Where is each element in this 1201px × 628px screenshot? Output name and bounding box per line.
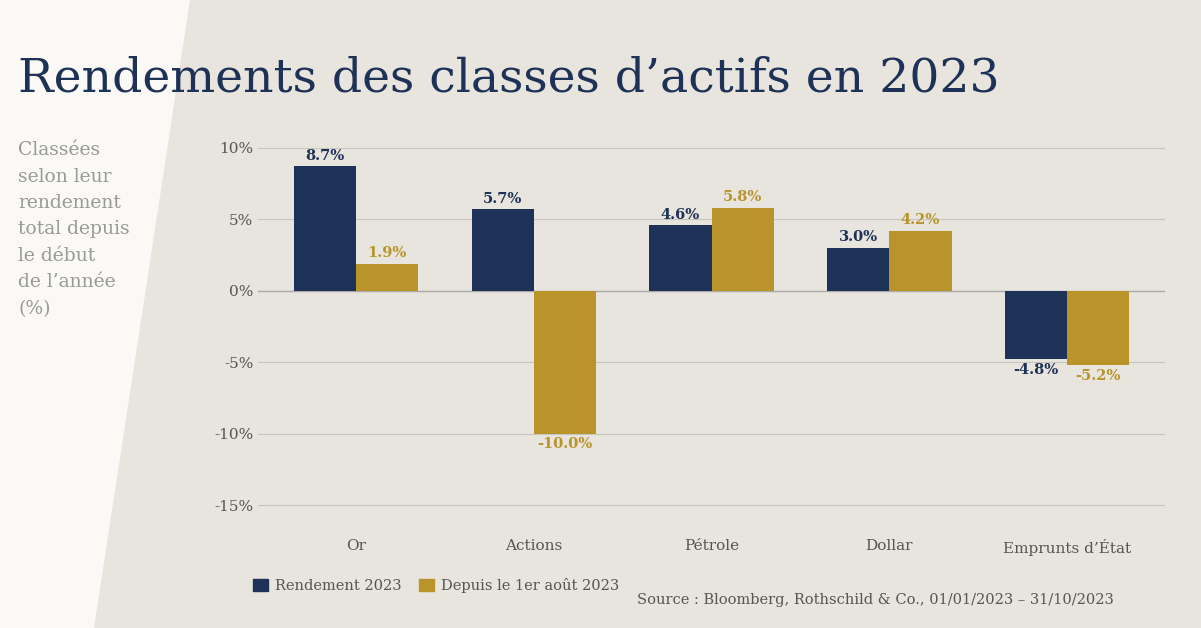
Bar	[1068, 291, 1129, 365]
Text: Rendements des classes d’actifs en 2023: Rendements des classes d’actifs en 2023	[18, 57, 999, 102]
Polygon shape	[94, 0, 1201, 628]
Text: 8.7%: 8.7%	[305, 149, 345, 163]
Bar	[1005, 291, 1068, 359]
Text: -10.0%: -10.0%	[537, 437, 592, 452]
Bar	[650, 225, 712, 291]
Bar	[533, 291, 596, 434]
Bar	[890, 231, 951, 291]
Text: 5.7%: 5.7%	[483, 192, 522, 206]
Bar	[827, 248, 890, 291]
Text: 4.6%: 4.6%	[661, 207, 700, 222]
Text: 4.2%: 4.2%	[901, 214, 940, 227]
Bar	[294, 166, 355, 291]
Text: -4.8%: -4.8%	[1014, 363, 1059, 377]
Bar	[355, 264, 418, 291]
Text: 5.8%: 5.8%	[723, 190, 763, 204]
Text: 3.0%: 3.0%	[838, 230, 878, 244]
Text: 1.9%: 1.9%	[368, 246, 407, 260]
Bar	[472, 209, 533, 291]
Bar	[711, 208, 773, 291]
Text: -5.2%: -5.2%	[1076, 369, 1121, 382]
Text: Classées
selon leur
rendement
total depuis
le début
de l’année
(%): Classées selon leur rendement total depu…	[18, 141, 130, 318]
Text: Source : Bloomberg, Rothschild & Co., 01/01/2023 – 31/10/2023: Source : Bloomberg, Rothschild & Co., 01…	[637, 593, 1113, 607]
Legend: Rendement 2023, Depuis le 1er août 2023: Rendement 2023, Depuis le 1er août 2023	[247, 572, 626, 599]
